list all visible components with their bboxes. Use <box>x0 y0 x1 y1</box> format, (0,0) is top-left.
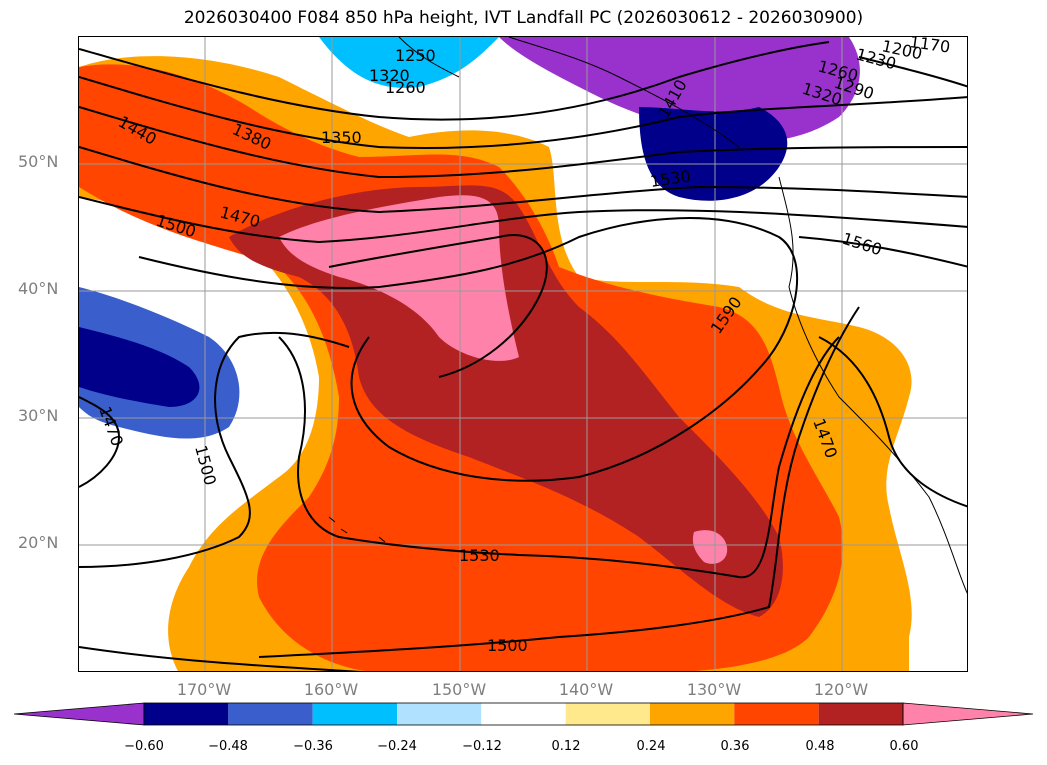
coastlines <box>328 37 967 594</box>
ivt-shading <box>79 37 912 671</box>
lon-label-150w: 150°W <box>431 680 487 699</box>
colorbar-cell <box>144 703 229 725</box>
colorbar-cell <box>818 703 903 725</box>
contour-label: 1250 <box>395 46 436 65</box>
figure-title: 2026030400 F084 850 hPa height, IVT Land… <box>183 8 864 28</box>
colorbar-tick: −0.48 <box>208 739 248 754</box>
contour-label: 1170 <box>908 37 951 57</box>
height-contours <box>79 41 967 671</box>
colorbar-tick: 0.24 <box>636 739 666 754</box>
colorbar-outline <box>143 702 904 726</box>
colorbar-cell <box>650 703 735 725</box>
lon-label-160w: 160°W <box>303 680 359 699</box>
lon-label-130w: 130°W <box>686 680 742 699</box>
colorbar-tick: −0.12 <box>462 739 502 754</box>
colorbar-cell <box>734 703 819 725</box>
colorbar-tick: 0.12 <box>551 739 581 754</box>
colorbar-tick: −0.24 <box>377 739 417 754</box>
colorbar-extend-low <box>13 702 145 726</box>
contour-label: 1500 <box>191 443 220 487</box>
colorbar <box>13 702 1034 726</box>
colorbar-cell <box>228 703 313 725</box>
shading-cyan-north <box>319 37 499 88</box>
colorbar-cell <box>312 703 397 725</box>
shading-blue-north <box>639 107 788 201</box>
colorbar-extend-high <box>902 702 1034 726</box>
contour-label: 1350 <box>321 128 362 147</box>
lat-label-20n: 20°N <box>18 533 59 552</box>
contour-label: 1530 <box>459 546 500 565</box>
lon-label-120w: 120°W <box>813 680 869 699</box>
shading-darkred-region <box>229 185 783 617</box>
colorbar-tick: −0.60 <box>124 739 164 754</box>
colorbar-tick: 0.60 <box>889 739 919 754</box>
colorbar-tick: −0.36 <box>293 739 333 754</box>
lon-label-140w: 140°W <box>558 680 614 699</box>
colorbar-cell <box>397 703 482 725</box>
contour-label: 1500 <box>487 636 528 655</box>
lat-label-40n: 40°N <box>18 279 59 298</box>
shading-pink-region <box>279 195 519 361</box>
shading-west-darkblue <box>79 327 200 407</box>
contour-label: 1320 <box>369 66 410 85</box>
contour-label: 1560 <box>840 229 885 260</box>
lat-label-50n: 50°N <box>18 152 59 171</box>
contour-label: 1260 <box>385 78 426 97</box>
lon-label-170w: 170°W <box>176 680 232 699</box>
colorbar-cells <box>13 702 1034 726</box>
colorbar-tick: 0.36 <box>720 739 750 754</box>
lat-label-30n: 30°N <box>18 406 59 425</box>
colorbar-cell <box>481 703 566 725</box>
map-canvas: 1440 1380 1350 1260 1250 1320 1470 1500 … <box>79 37 967 671</box>
colorbar-cell <box>565 703 650 725</box>
shading-pink-patch <box>692 530 728 564</box>
colorbar-tick: 0.48 <box>805 739 835 754</box>
map-panel: 1440 1380 1350 1260 1250 1320 1470 1500 … <box>78 36 968 672</box>
